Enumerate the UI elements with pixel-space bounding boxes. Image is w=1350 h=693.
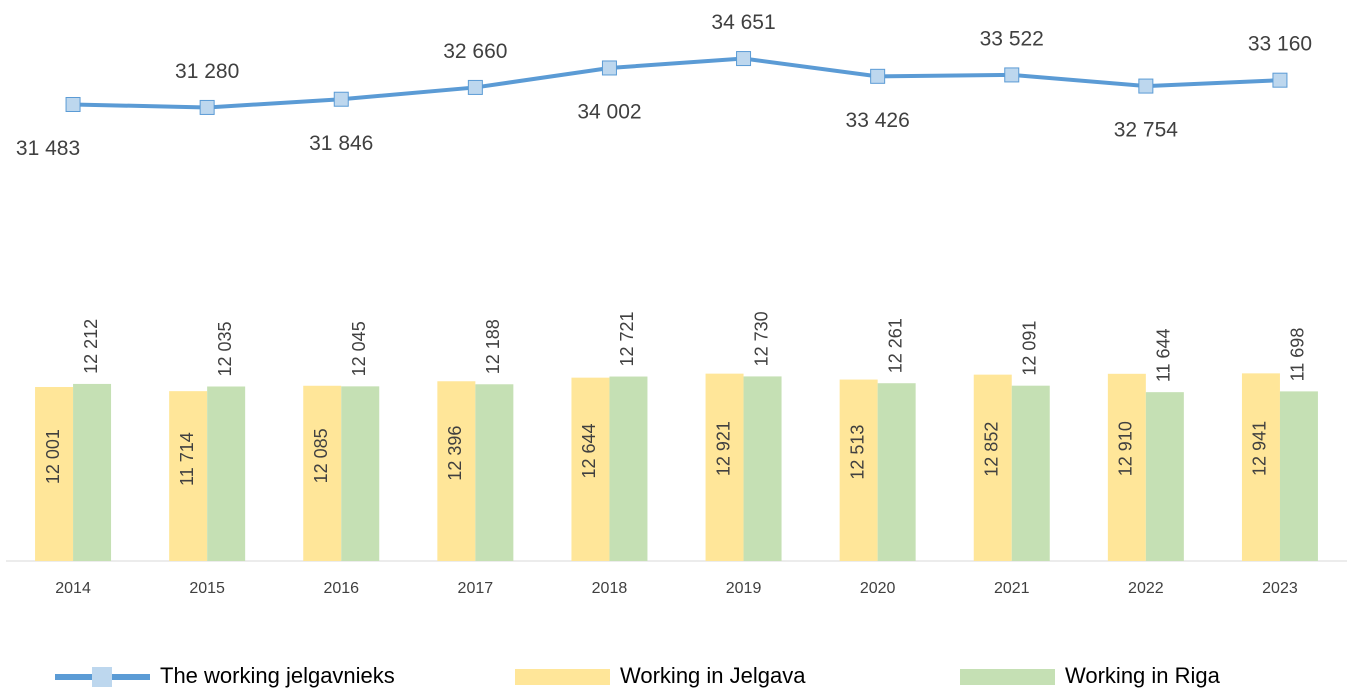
x-tick-label: 2020 [860,580,896,597]
bar [877,383,916,561]
bar [743,376,782,561]
legend-swatch [515,669,610,685]
x-tick-label: 2022 [1128,580,1164,597]
bar-value-label: 12 212 [81,319,101,374]
line-marker [333,91,349,107]
bar [839,379,878,561]
bar-value-label: 12 188 [483,319,503,374]
line-value-label: 31 846 [309,132,373,155]
line-marker [601,60,617,76]
bar-value-label: 12 261 [885,318,905,373]
bar [341,386,380,561]
bar [207,386,246,561]
bar [35,386,74,561]
line-value-label: 32 754 [1114,119,1179,142]
line-value-label: 33 160 [1248,33,1312,56]
legend-label: Working in Riga [1065,663,1221,688]
bar [571,377,610,561]
bar-value-label: 12 941 [1250,421,1270,476]
bar-value-label: 12 921 [713,421,733,476]
line-marker [65,96,81,112]
line-value-label: 33 426 [846,109,910,132]
bar-value-label: 12 721 [617,311,637,366]
bar [973,374,1012,561]
line-value-label: 31 483 [16,137,80,160]
line-marker [736,51,752,67]
legend-label: The working jelgavnieks [160,663,395,688]
bar-value-label: 12 513 [847,425,867,480]
bar [1145,392,1184,561]
bar-value-label: 12 396 [445,426,465,481]
line-marker [199,99,215,115]
line [73,56,1281,110]
line-marker [1138,78,1154,94]
bar-value-label: 12 730 [751,311,771,366]
bar-value-label: 11 644 [1154,328,1174,382]
bar-value-label: 11 698 [1288,328,1308,382]
legend-swatch [960,669,1055,685]
bar [1107,373,1146,561]
x-tick-label: 2019 [726,580,762,597]
bar-value-label: 12 910 [1116,421,1136,476]
line-value-label: 31 280 [175,60,239,83]
bar [475,384,514,561]
bar-value-label: 12 644 [579,423,599,478]
bar-value-label: 12 045 [349,321,369,376]
bar-value-label: 11 714 [177,432,197,486]
x-tick-label: 2018 [592,580,628,597]
line-marker [1004,67,1020,83]
legend-swatch [92,667,112,687]
line-value-label: 34 651 [711,11,775,34]
line-marker [467,79,483,95]
bar [303,385,342,561]
bar [705,373,744,561]
x-tick-label: 2023 [1262,580,1298,597]
bar-value-label: 12 091 [1020,321,1040,376]
line-value-label: 34 002 [577,101,641,124]
line-value-label: 32 660 [443,40,507,63]
x-tick-label: 2014 [55,580,91,597]
bar-value-label: 12 035 [215,321,235,376]
bar-value-label: 12 001 [43,429,63,484]
x-tick-label: 2016 [323,580,359,597]
legend-label: Working in Jelgava [620,663,806,688]
x-tick-label: 2017 [458,580,494,597]
x-tick-label: 2021 [994,580,1030,597]
line-value-label: 33 522 [980,27,1044,50]
x-tick-label: 2015 [189,580,225,597]
bar [1279,391,1318,561]
bar-value-label: 12 085 [311,428,331,483]
bar-value-label: 12 852 [982,422,1002,477]
line-marker [1272,72,1288,88]
bar [437,381,476,561]
bar [609,376,648,561]
line-marker [870,68,886,84]
bar [1241,373,1280,561]
bar [169,391,208,561]
bar [73,383,112,561]
bar [1011,385,1050,561]
